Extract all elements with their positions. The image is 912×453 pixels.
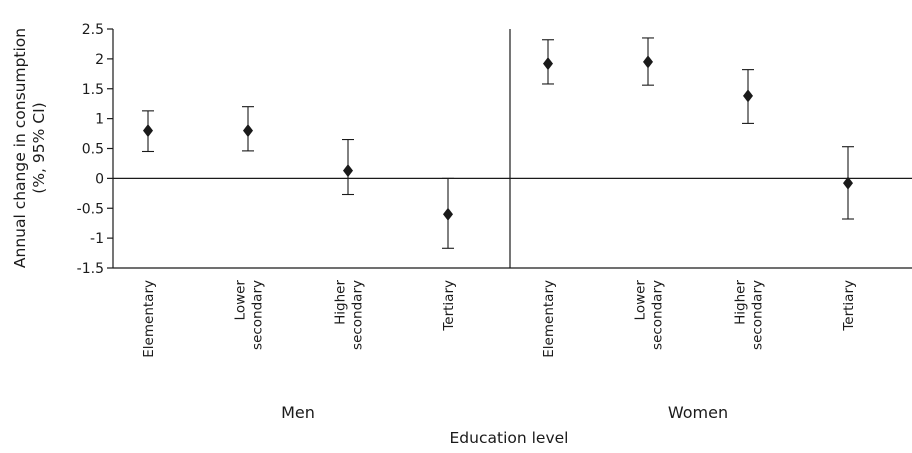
point-estimate-marker — [643, 55, 653, 69]
y-axis-ticks: 2.5 2 1.5 1 0.5 0 -0.5 -1 -1.5 — [77, 22, 113, 277]
x-category-label: Lower — [633, 280, 649, 321]
y-tick-label: -0.5 — [77, 201, 104, 217]
y-axis-title-line-2: (%, 95% CI) — [30, 102, 48, 193]
point-estimate-marker — [443, 207, 453, 221]
group-label: Men — [281, 403, 315, 422]
x-category-label: Tertiary — [441, 280, 457, 332]
x-category-label: Elementary — [541, 280, 557, 358]
x-category-label: secondary — [750, 280, 766, 350]
point-estimate-marker — [143, 124, 153, 138]
x-category-label: Higher — [333, 280, 349, 325]
x-category-label: Lower — [233, 280, 249, 321]
group-label: Women — [668, 403, 728, 422]
y-axis-title-line-1: Annual change in consumption — [11, 28, 29, 268]
y-axis-title: Annual change in consumption (%, 95% CI) — [11, 28, 48, 268]
x-category-label: Higher — [733, 280, 749, 325]
point-estimate-marker — [243, 124, 253, 138]
x-category-label: secondary — [650, 280, 666, 350]
x-category-label: secondary — [350, 280, 366, 350]
y-tick-label: -1.5 — [77, 261, 104, 277]
axes — [112, 29, 912, 269]
y-tick-label: 2 — [95, 52, 104, 68]
y-tick-label: 2.5 — [82, 22, 104, 38]
x-category-label: Tertiary — [841, 280, 857, 332]
x-category-label: secondary — [250, 280, 266, 350]
point-estimate-marker — [343, 164, 353, 178]
y-tick-label: 1.5 — [82, 82, 104, 98]
y-tick-label: 0 — [95, 171, 104, 187]
y-tick-label: 1 — [95, 112, 104, 128]
data-points — [142, 37, 854, 249]
point-estimate-marker — [543, 57, 553, 71]
x-category-labels: Elementary Lower secondary Higher secondary T… — [141, 280, 857, 358]
point-estimate-marker — [843, 176, 853, 190]
y-tick-label: -1 — [90, 231, 104, 247]
group-labels: Men Women — [281, 403, 728, 422]
point-estimate-marker — [743, 89, 753, 103]
x-axis-title: Education level — [450, 429, 569, 447]
y-tick-label: 0.5 — [82, 142, 104, 158]
x-category-label: Elementary — [141, 280, 157, 358]
